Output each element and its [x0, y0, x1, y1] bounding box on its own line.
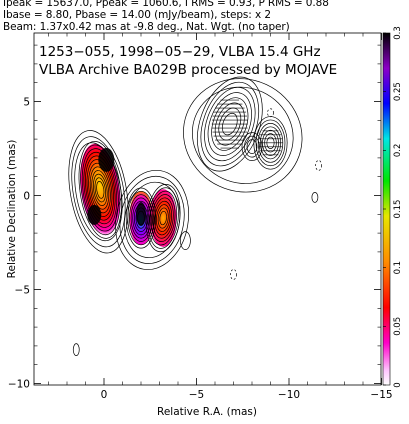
- contour-line: [183, 78, 303, 193]
- colorbar-tick-label: 0.15: [393, 200, 403, 219]
- contour-line: [83, 151, 118, 228]
- y-tick-label: 0: [23, 191, 30, 203]
- contour-line: [132, 200, 150, 236]
- contour-line: [191, 86, 294, 184]
- contour-line: [159, 210, 167, 226]
- x-tick-label: −10: [278, 389, 300, 401]
- y-tick-label: 5: [23, 97, 30, 109]
- contour-line: [157, 207, 169, 229]
- contour-line: [96, 181, 105, 199]
- contour-line: [156, 204, 171, 232]
- faint-contour: [123, 398, 129, 406]
- contour-line: [130, 197, 152, 239]
- contour-line: [78, 141, 122, 239]
- colorbar-tick-label: 0: [393, 382, 403, 387]
- faint-contour: [180, 231, 191, 250]
- contour-line: [257, 123, 284, 163]
- faint-contour: [315, 160, 322, 171]
- colorbar-ticks: 0 0.05 0.1 0.15 0.2 0.25 0.3: [383, 26, 403, 388]
- contour-line: [91, 170, 110, 210]
- beam-cross: [45, 393, 55, 397]
- contour-line: [246, 139, 258, 154]
- header-line-1: Ipeak = 15637.0, Ppeak = 1060.6, I RMS =…: [3, 0, 329, 9]
- contour-line: [150, 194, 176, 242]
- faint-contour: [311, 192, 319, 203]
- inner-jet-peak: [136, 202, 146, 227]
- contour-line: [147, 187, 179, 249]
- contour-line: [71, 136, 126, 248]
- jet-knot-intensity: [149, 189, 177, 247]
- contour-line: [214, 102, 245, 146]
- header-line-2: Ibase = 8.80, Pbase = 14.00 (mJy/beam), …: [3, 9, 271, 21]
- contour-line: [115, 169, 189, 270]
- colorbar-tick-label: 0.1: [393, 261, 403, 275]
- beam-ellipse: [47, 386, 55, 404]
- contour-line: [149, 190, 178, 246]
- contour-line: [129, 194, 153, 242]
- contour-line: [196, 76, 263, 172]
- header-line-3: Beam: 1.37x0.42 mas at -9.8 deg., Nat. W…: [3, 21, 290, 33]
- colorbar-tick-label: 0.2: [393, 144, 403, 158]
- plot-frame: [33, 32, 382, 386]
- axis-ticks: 0 −5 −10 −15 5 0 −5 −10: [8, 33, 393, 401]
- contour-line: [135, 207, 147, 229]
- x-axis-label: Relative R.A. (mas): [157, 406, 257, 418]
- contour-line: [154, 200, 173, 236]
- contour-line: [94, 177, 106, 203]
- contour-line: [211, 97, 249, 151]
- contour-line: [221, 112, 238, 136]
- faint-contour: [230, 269, 237, 280]
- contour-line: [93, 173, 108, 206]
- contour-line: [88, 162, 113, 217]
- contour-line: [204, 87, 256, 162]
- colorbar-tick-label: 0.25: [393, 82, 403, 101]
- contour-line: [89, 166, 111, 214]
- contour-line: [85, 155, 116, 225]
- contour-line: [218, 107, 242, 141]
- faint-contour: [267, 108, 274, 118]
- x-tick-label: −15: [370, 389, 392, 401]
- contour-line: [81, 148, 119, 232]
- contour-line: [80, 144, 121, 236]
- contour-line: [207, 92, 252, 156]
- contour-line: [152, 197, 174, 239]
- y-axis-label: Relative Declination (mas): [6, 140, 18, 279]
- archive-annotation: VLBA Archive BA029B processed by MOJAVE: [39, 62, 337, 78]
- contour-line: [137, 210, 145, 226]
- contour-line: [133, 204, 149, 232]
- contour-line: [125, 187, 157, 249]
- y-tick-label: −10: [8, 379, 30, 391]
- x-tick-label: −5: [189, 389, 204, 401]
- contour-line: [68, 130, 129, 254]
- contour-line: [145, 184, 181, 253]
- contour-line: [86, 159, 114, 221]
- x-tick-label: 0: [101, 389, 108, 401]
- source-annotation: 1253−055, 1998−05−29, VLBA 15.4 GHz: [39, 44, 321, 60]
- colorbar-tick-label: 0.3: [393, 26, 403, 40]
- faint-contour: [72, 343, 80, 357]
- contour-line: [127, 190, 155, 246]
- contour-layer: [45, 76, 322, 406]
- colorbar-tick-label: 0.05: [393, 317, 403, 336]
- y-tick-label: −5: [15, 285, 30, 297]
